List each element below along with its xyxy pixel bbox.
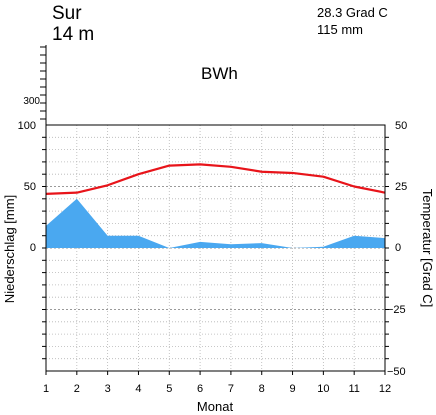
x-tick-label: 3	[105, 383, 111, 395]
x-tick-label: 7	[228, 383, 234, 395]
left-tick-label-50: 50	[24, 181, 36, 193]
x-tick-label: 1	[43, 383, 49, 395]
left-tick-label-300: 300	[23, 96, 40, 107]
plot-frame	[45, 124, 386, 372]
x-axis-title: Monat	[197, 399, 234, 414]
right-axis-title: Temperatur [Grad C]	[420, 189, 435, 308]
precipitation-area	[46, 198, 385, 248]
x-tick-label: 6	[197, 383, 203, 395]
chart-grid	[42, 125, 389, 375]
right-tick-label-minus25: −25	[387, 304, 406, 316]
temperature-line	[45, 163, 386, 195]
x-tick-label: 5	[166, 383, 172, 395]
station-name: Sur	[52, 3, 82, 24]
upper-axis-ticks	[40, 46, 46, 120]
x-tick-label: 8	[259, 383, 265, 395]
mean-temperature: 28.3 Grad C	[317, 5, 388, 20]
climate-class: BWh	[201, 64, 238, 83]
x-tick-label: 10	[317, 383, 329, 395]
x-tick-label: 9	[289, 383, 295, 395]
right-tick-label-0: 0	[395, 242, 401, 254]
left-tick-label-100: 100	[18, 120, 36, 132]
left-tick-label-0: 0	[30, 242, 36, 254]
right-tick-label-minus50: −50	[387, 366, 406, 378]
right-tick-label-50: 50	[395, 120, 407, 132]
annual-precipitation: 115 mm	[317, 22, 363, 37]
x-tick-label: 12	[379, 383, 391, 395]
x-tick-labels: 1 2 3 4 5 6 7 8 9 10 11 12	[43, 383, 391, 395]
temperature-series	[45, 163, 386, 195]
left-axis-title: Niederschlag [mm]	[2, 195, 17, 303]
x-tick-label: 11	[348, 383, 359, 395]
right-tick-label-25: 25	[395, 181, 407, 193]
x-tick-label: 2	[74, 383, 80, 395]
station-elevation: 14 m	[52, 24, 94, 45]
x-tick-label: 4	[135, 383, 141, 395]
